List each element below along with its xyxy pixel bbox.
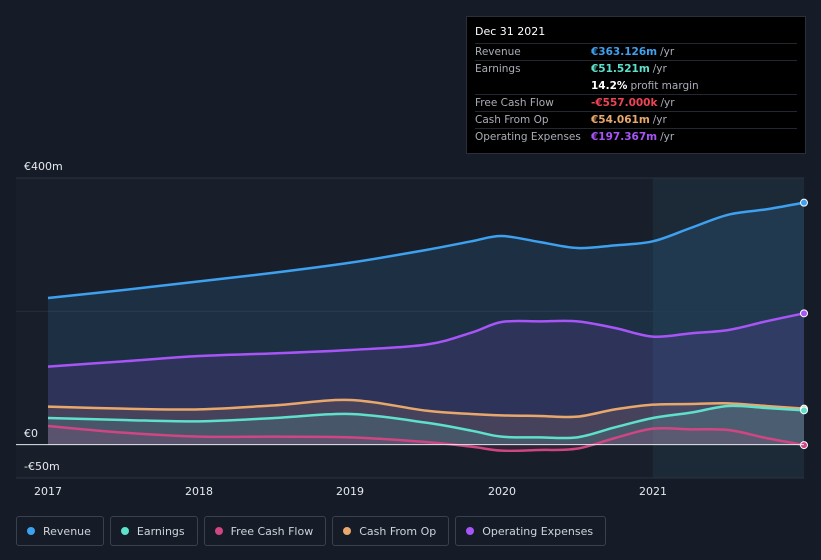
y-tick-label: €400m [24,160,63,173]
legend-item-earnings[interactable]: Earnings [109,516,198,546]
legend-dot-icon [466,527,475,535]
legend-item-operating-expenses[interactable]: Operating Expenses [455,516,607,546]
tooltip-unit: /yr [660,131,675,143]
x-tick-label: 2017 [34,485,62,498]
line-free-cash-flow [47,424,805,453]
area-revenue [48,202,804,445]
legend-item-free-cash-flow[interactable]: Free Cash Flow [203,516,327,546]
tooltip-row-cash-from-op: Cash From Op €54.061m /yr [475,111,797,128]
tooltip-value: €363.126m [591,46,658,58]
tooltip-unit: /yr [652,63,667,75]
legend-label: Operating Expenses [482,524,594,538]
x-tick-label: 2018 [185,485,213,498]
end-point-revenue [800,198,808,207]
legend-item-cash-from-op[interactable]: Cash From Op [332,516,450,546]
line-cash-from-op [47,398,805,419]
x-tick-label: 2020 [488,485,516,498]
area-operating-expenses [48,313,804,445]
tooltip-row-margin: 14.2% profit margin [475,77,797,94]
tooltip-value: -€557.000k [591,97,658,109]
x-tick-label: 2019 [336,485,364,498]
tooltip-unit: /yr [660,46,675,58]
tooltip-label: Free Cash Flow [475,97,554,109]
tooltip-row-operating-expenses: Operating Expenses €197.367m /yr [475,128,797,145]
legend-label: Cash From Op [359,524,437,538]
data-tooltip: Dec 31 2021 Revenue €363.126m /yr Earnin… [466,16,806,154]
line-revenue [47,201,805,300]
tooltip-label: Revenue [475,46,521,58]
tooltip-unit: profit margin [630,79,699,92]
chart-legend: Revenue Earnings Free Cash Flow Cash Fro… [16,516,607,546]
tooltip-date: Dec 31 2021 [475,25,546,38]
line-earnings [47,404,805,440]
end-point-earnings [800,406,808,415]
legend-dot-icon [120,527,129,535]
legend-dot-icon [27,527,35,535]
y-tick-label: -€50m [24,460,60,473]
x-tick-label: 2021 [639,485,667,498]
legend-dot-icon [214,527,223,535]
tooltip-unit: /yr [660,97,675,109]
tooltip-row-earnings: Earnings €51.521m /yr [475,60,797,77]
area-earnings [48,405,804,445]
y-tick-label: €0 [24,427,38,440]
tooltip-label: Cash From Op [475,114,549,126]
line-operating-expenses [47,312,805,368]
tooltip-value: €51.521m [591,63,650,75]
legend-label: Earnings [136,524,185,538]
legend-dot-icon [343,527,352,535]
legend-label: Free Cash Flow [230,524,314,538]
legend-item-revenue[interactable]: Revenue [16,516,104,546]
tooltip-row-free-cash-flow: Free Cash Flow -€557.000k /yr [475,94,797,111]
tooltip-label: Operating Expenses [475,131,581,143]
tooltip-unit: /yr [652,114,667,126]
end-point-operating-expenses [800,309,808,318]
tooltip-value: €54.061m [591,114,650,126]
tooltip-value: €197.367m [591,131,658,143]
tooltip-value: 14.2% [591,79,628,92]
legend-label: Revenue [43,524,91,538]
tooltip-label: Earnings [475,63,521,75]
tooltip-row-revenue: Revenue €363.126m /yr [475,43,797,60]
financial-chart [16,177,808,479]
